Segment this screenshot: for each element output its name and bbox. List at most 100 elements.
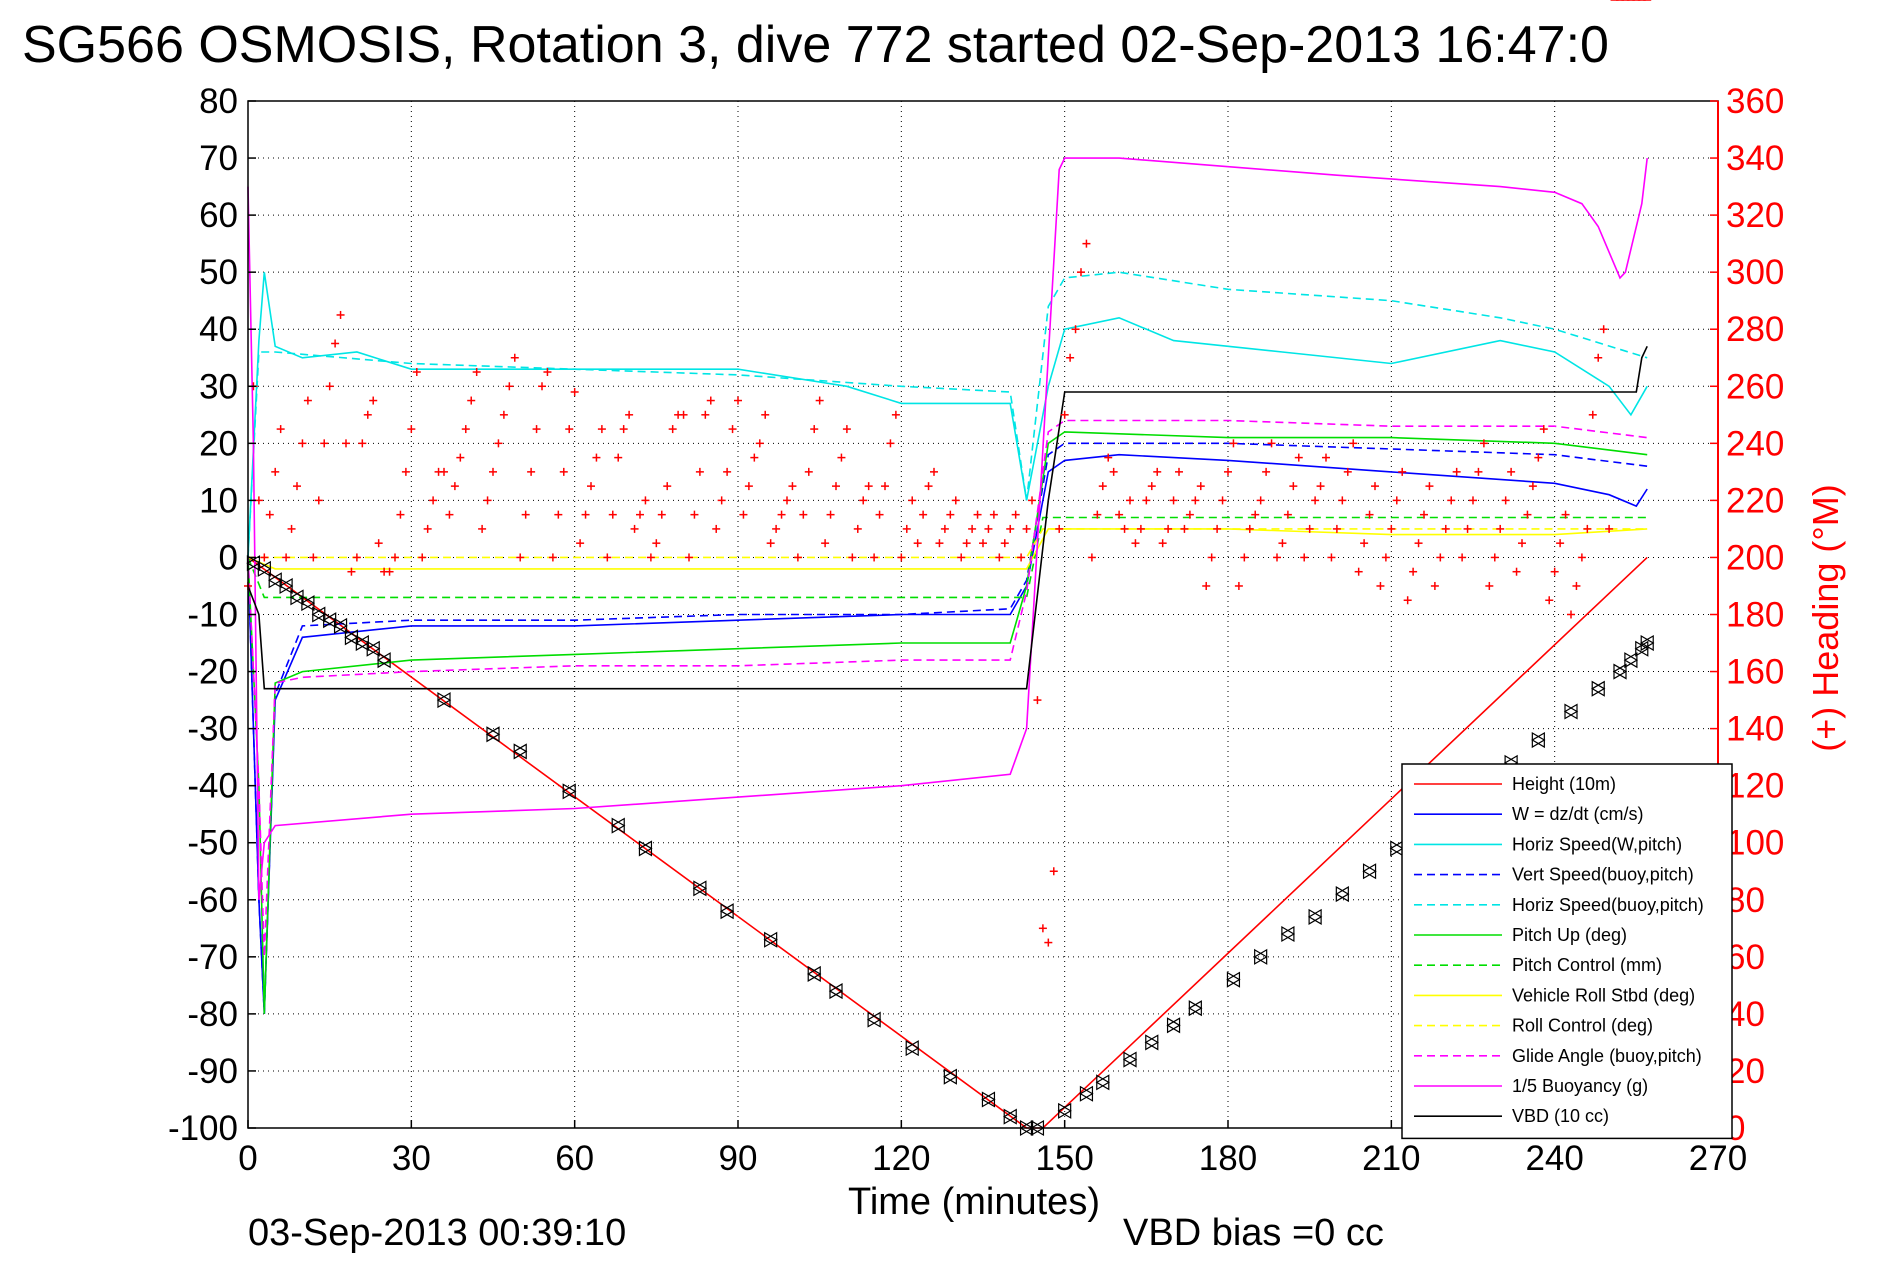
- profile-marker: [1057, 1102, 1072, 1119]
- heading-marker: [374, 539, 383, 548]
- profile-marker: [763, 931, 778, 948]
- heading-marker: [930, 467, 938, 476]
- y-right-tick-label: 240: [1726, 424, 1784, 463]
- heading-marker: [984, 524, 993, 533]
- y-right-tick-label: 320: [1726, 196, 1784, 235]
- heading-marker: [1409, 567, 1418, 576]
- heading-marker: [293, 482, 301, 491]
- heading-marker: [1550, 567, 1559, 576]
- heading-marker: [1469, 496, 1477, 505]
- profile-marker: [1003, 1108, 1018, 1125]
- profile-marker: [807, 965, 822, 982]
- heading-marker: [821, 539, 830, 548]
- heading-marker: [391, 553, 399, 562]
- heading-marker: [924, 482, 933, 491]
- heading-marker: [864, 482, 873, 491]
- heading-marker: [276, 425, 285, 434]
- heading-marker: [1512, 567, 1521, 576]
- profile-marker: [1362, 863, 1377, 880]
- heading-marker: [554, 510, 563, 519]
- right-axis-label: (+) Heading (°M): [1805, 484, 1846, 751]
- legend-entry: 1/5 Buoyancy (g): [1512, 1076, 1648, 1096]
- heading-marker: [1011, 510, 1020, 519]
- heading-marker: [1387, 524, 1396, 533]
- heading-marker: [1311, 496, 1320, 505]
- heading-marker: [342, 439, 350, 448]
- profile-marker: [719, 903, 735, 920]
- heading-marker: [1534, 453, 1543, 462]
- heading-marker: [505, 382, 514, 391]
- heading-marker: [793, 553, 802, 562]
- heading-marker: [1458, 553, 1467, 562]
- profile-marker: [1389, 840, 1404, 857]
- y-tick-label: 30: [199, 367, 238, 406]
- heading-marker: [766, 539, 775, 548]
- profile-marker: [366, 640, 381, 657]
- series-line-11: [247, 345, 1648, 690]
- profile-marker: [1166, 1017, 1181, 1034]
- heading-marker: [1273, 553, 1281, 562]
- heading-marker: [761, 410, 770, 419]
- heading-marker: [870, 553, 879, 562]
- y-tick-label: -90: [187, 1052, 238, 1091]
- heading-marker: [603, 553, 612, 562]
- heading-marker: [1191, 496, 1200, 505]
- profile-marker: [981, 1091, 996, 1108]
- heading-marker: [1115, 510, 1124, 519]
- profile-marker: [905, 1040, 920, 1057]
- heading-marker: [1278, 539, 1287, 548]
- heading-marker: [1033, 696, 1042, 705]
- heading-marker: [1169, 496, 1178, 505]
- heading-marker: [1234, 581, 1243, 590]
- heading-marker: [875, 510, 884, 519]
- heading-marker: [1289, 482, 1298, 491]
- legend-entry: Glide Angle (buoy,pitch): [1512, 1046, 1702, 1066]
- heading-marker: [1605, 524, 1614, 533]
- heading-marker: [886, 439, 895, 448]
- heading-marker: [1588, 410, 1597, 419]
- heading-marker: [788, 482, 797, 491]
- heading-marker: [401, 467, 410, 476]
- heading-marker: [755, 439, 764, 448]
- profile-marker: [638, 840, 653, 857]
- heading-marker: [1006, 524, 1015, 533]
- heading-marker: [1142, 496, 1151, 505]
- y-tick-label: 20: [199, 424, 238, 463]
- heading-marker: [1213, 524, 1222, 533]
- heading-marker: [1175, 467, 1183, 476]
- heading-marker: [1098, 482, 1107, 491]
- heading-marker: [1594, 353, 1603, 362]
- heading-marker: [777, 510, 786, 519]
- x-tick-label: 270: [1689, 1139, 1747, 1178]
- profile-marker: [513, 743, 528, 760]
- heading-marker: [1224, 467, 1232, 476]
- heading-marker: [1360, 539, 1369, 548]
- y-right-tick-label: 160: [1726, 653, 1784, 692]
- heading-marker: [772, 524, 781, 533]
- heading-marker: [298, 439, 307, 448]
- heading-marker: [723, 467, 732, 476]
- heading-marker: [1322, 453, 1330, 462]
- heading-marker: [516, 553, 525, 562]
- heading-marker: [1556, 539, 1565, 548]
- y-right-tick-label: 140: [1726, 710, 1784, 749]
- profile-marker: [436, 692, 452, 709]
- heading-marker: [1126, 496, 1134, 505]
- heading-marker: [1447, 496, 1456, 505]
- profile-marker: [1612, 663, 1628, 680]
- profile-marker: [1079, 1085, 1094, 1102]
- heading-marker: [1479, 439, 1488, 448]
- heading-marker: [1294, 453, 1303, 462]
- x-tick-label: 30: [392, 1139, 431, 1178]
- legend-entry: Horiz Speed(W,pitch): [1512, 834, 1682, 854]
- heading-marker: [254, 496, 263, 505]
- series-line-10: [247, 157, 1648, 900]
- heading-marker: [483, 496, 492, 505]
- y-right-tick-label: 200: [1726, 538, 1784, 577]
- heading-marker: [1332, 524, 1341, 533]
- heading-marker: [826, 510, 835, 519]
- heading-marker: [581, 510, 590, 519]
- heading-marker: [1420, 510, 1428, 519]
- y-tick-label: -50: [187, 824, 238, 863]
- heading-marker: [1262, 467, 1271, 476]
